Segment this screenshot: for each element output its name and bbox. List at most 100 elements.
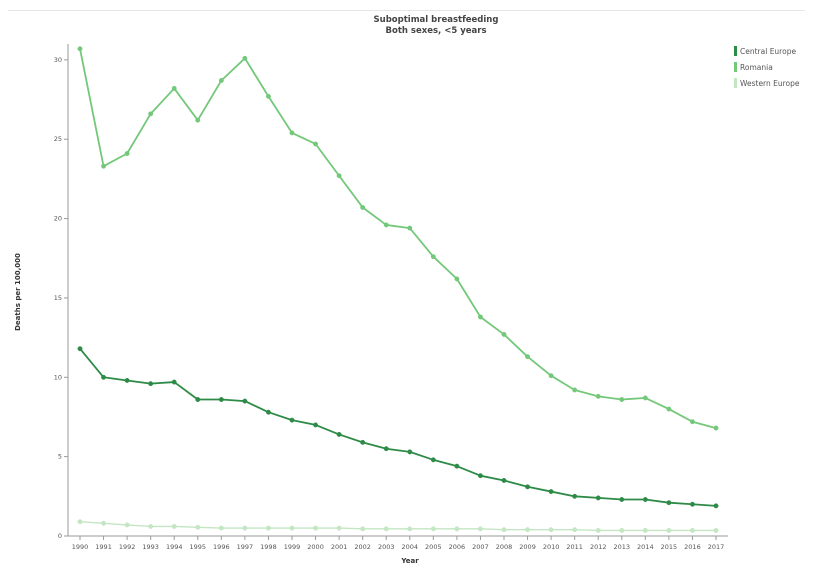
series-line-romania[interactable] xyxy=(79,48,717,429)
data-point-central-europe[interactable] xyxy=(383,446,389,452)
data-point-central-europe[interactable] xyxy=(289,417,295,423)
data-point-romania[interactable] xyxy=(171,85,177,91)
data-point-romania[interactable] xyxy=(430,254,436,260)
x-axis-label: Year xyxy=(400,557,419,565)
data-point-romania[interactable] xyxy=(713,425,719,431)
data-point-western-europe[interactable] xyxy=(572,527,578,533)
data-point-central-europe[interactable] xyxy=(430,457,436,463)
y-tick-label: 0 xyxy=(58,532,62,540)
data-point-western-europe[interactable] xyxy=(430,526,436,532)
data-point-romania[interactable] xyxy=(689,419,695,425)
data-point-romania[interactable] xyxy=(313,141,319,147)
series-western-europe[interactable] xyxy=(77,519,719,533)
data-point-romania[interactable] xyxy=(454,276,460,282)
data-point-romania[interactable] xyxy=(666,406,672,412)
data-point-western-europe[interactable] xyxy=(218,525,224,531)
data-point-central-europe[interactable] xyxy=(242,398,248,404)
data-point-romania[interactable] xyxy=(195,117,201,123)
data-point-romania[interactable] xyxy=(548,373,554,379)
data-point-central-europe[interactable] xyxy=(454,463,460,469)
series-line-central-europe[interactable] xyxy=(79,348,717,507)
data-point-romania[interactable] xyxy=(148,111,154,117)
data-point-western-europe[interactable] xyxy=(548,527,554,533)
data-point-western-europe[interactable] xyxy=(383,526,389,532)
data-point-western-europe[interactable] xyxy=(101,520,107,526)
data-point-romania[interactable] xyxy=(242,55,248,61)
data-point-western-europe[interactable] xyxy=(77,519,83,525)
data-point-western-europe[interactable] xyxy=(407,526,413,532)
data-point-western-europe[interactable] xyxy=(265,525,271,531)
data-point-western-europe[interactable] xyxy=(666,527,672,533)
data-point-romania[interactable] xyxy=(407,225,413,231)
data-point-western-europe[interactable] xyxy=(195,524,201,530)
data-point-central-europe[interactable] xyxy=(313,422,319,428)
data-point-romania[interactable] xyxy=(595,393,601,399)
data-point-central-europe[interactable] xyxy=(595,495,601,501)
data-point-central-europe[interactable] xyxy=(713,503,719,509)
data-point-western-europe[interactable] xyxy=(689,527,695,533)
data-point-romania[interactable] xyxy=(572,387,578,393)
data-point-western-europe[interactable] xyxy=(713,527,719,533)
data-point-central-europe[interactable] xyxy=(124,378,130,383)
data-point-central-europe[interactable] xyxy=(525,484,531,490)
data-point-romania[interactable] xyxy=(289,130,295,136)
data-point-central-europe[interactable] xyxy=(218,397,224,402)
legend-swatch xyxy=(734,62,737,72)
data-point-central-europe[interactable] xyxy=(148,381,154,387)
data-point-central-europe[interactable] xyxy=(195,397,201,402)
data-point-western-europe[interactable] xyxy=(501,527,507,533)
data-point-romania[interactable] xyxy=(642,395,648,401)
data-point-romania[interactable] xyxy=(265,93,271,99)
data-point-romania[interactable] xyxy=(336,173,342,179)
legend-item[interactable]: Romania xyxy=(740,63,773,72)
x-tick-label: 2017 xyxy=(708,543,725,551)
legend-item[interactable]: Western Europe xyxy=(740,79,800,88)
data-point-romania[interactable] xyxy=(525,354,531,360)
data-point-central-europe[interactable] xyxy=(360,439,366,445)
data-point-romania[interactable] xyxy=(360,205,366,210)
data-point-romania[interactable] xyxy=(124,151,130,156)
data-point-central-europe[interactable] xyxy=(171,379,177,385)
data-point-central-europe[interactable] xyxy=(336,431,342,437)
data-point-central-europe[interactable] xyxy=(572,493,578,499)
data-point-central-europe[interactable] xyxy=(407,449,413,455)
data-point-romania[interactable] xyxy=(101,163,107,169)
data-point-central-europe[interactable] xyxy=(642,497,648,502)
data-point-western-europe[interactable] xyxy=(171,524,177,529)
data-point-western-europe[interactable] xyxy=(595,527,601,533)
data-point-central-europe[interactable] xyxy=(689,501,695,507)
data-point-western-europe[interactable] xyxy=(619,527,625,533)
data-point-western-europe[interactable] xyxy=(477,526,483,532)
data-point-western-europe[interactable] xyxy=(148,524,154,529)
series-central-europe[interactable] xyxy=(77,346,719,509)
data-point-central-europe[interactable] xyxy=(501,478,507,483)
series-romania[interactable] xyxy=(77,46,719,431)
data-point-romania[interactable] xyxy=(619,397,625,402)
data-point-central-europe[interactable] xyxy=(666,500,672,506)
data-point-western-europe[interactable] xyxy=(289,525,295,531)
data-point-romania[interactable] xyxy=(77,46,83,52)
series-line-western-europe[interactable] xyxy=(79,521,716,532)
data-point-central-europe[interactable] xyxy=(619,497,625,502)
data-point-western-europe[interactable] xyxy=(313,525,319,531)
data-point-central-europe[interactable] xyxy=(477,473,483,479)
x-tick-label: 2000 xyxy=(307,543,324,551)
data-point-western-europe[interactable] xyxy=(360,526,366,532)
data-point-western-europe[interactable] xyxy=(525,527,531,533)
data-point-western-europe[interactable] xyxy=(124,522,130,528)
data-point-romania[interactable] xyxy=(477,314,483,320)
legend-item[interactable]: Central Europe xyxy=(740,47,796,56)
data-point-romania[interactable] xyxy=(383,222,389,228)
data-point-central-europe[interactable] xyxy=(548,489,554,495)
data-point-romania[interactable] xyxy=(218,78,224,83)
legend[interactable]: Central Europe Romania Western Europe xyxy=(734,46,800,88)
data-point-western-europe[interactable] xyxy=(336,525,342,531)
data-point-central-europe[interactable] xyxy=(101,374,107,380)
data-point-romania[interactable] xyxy=(501,331,507,337)
data-point-central-europe[interactable] xyxy=(265,409,271,415)
data-point-central-europe[interactable] xyxy=(77,346,83,352)
data-point-western-europe[interactable] xyxy=(242,525,248,531)
data-point-western-europe[interactable] xyxy=(454,526,460,532)
data-point-western-europe[interactable] xyxy=(642,527,648,533)
